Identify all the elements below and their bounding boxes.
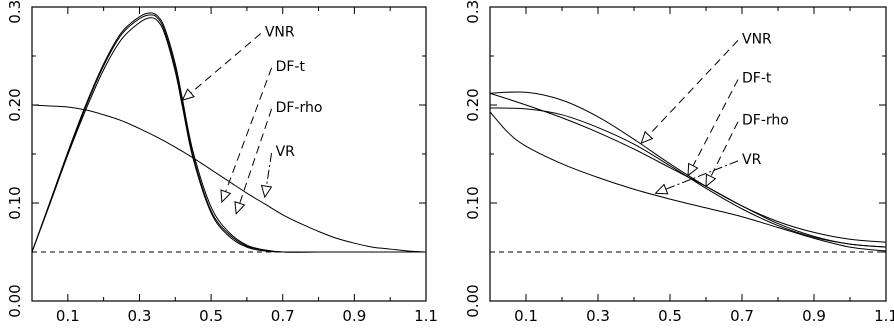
annotation-df-t-leader (692, 79, 739, 167)
annotation-vnr-arrowhead (181, 88, 195, 101)
x-tick-label: 1.1 (414, 307, 438, 325)
annotation-vr-label: VR (276, 144, 296, 160)
x-tick-label: 0.7 (271, 307, 295, 325)
y-tick-label: 0.10 (464, 186, 482, 219)
x-tick-label: 0.5 (658, 307, 682, 325)
y-tick-label: 0.00 (464, 284, 482, 317)
series-df-t-line (31, 12, 426, 253)
x-tick-label: 0.9 (342, 307, 366, 325)
plot-frame (489, 6, 887, 302)
series-df-rho-line (489, 92, 887, 248)
series-vnr-line (31, 14, 426, 253)
x-tick-label: 0.9 (802, 307, 826, 325)
x-tick-label: 0.3 (586, 307, 610, 325)
y-tick-label: 0.10 (6, 186, 24, 219)
annotation-vr-arrowhead (654, 183, 669, 195)
annotation-df-rho-arrowhead (705, 173, 717, 188)
annotation-vr-label: VR (742, 152, 762, 168)
annotation-vr-leader (265, 152, 273, 187)
y-tick-label: 0.20 (464, 88, 482, 121)
series-df-rho-line (31, 17, 426, 253)
annotation-vnr-leader (648, 40, 739, 136)
annotation-df-t-arrowhead (220, 189, 232, 204)
series-vr-line (31, 104, 427, 253)
y-tick-label: 0.20 (6, 88, 24, 121)
annotation-df-rho-leader (239, 108, 273, 204)
x-tick-label: 0.3 (128, 307, 152, 325)
y-tick-label: 0.00 (6, 284, 24, 317)
y-tick-label: 0.30 (464, 0, 482, 24)
annotation-df-t-leader (225, 67, 273, 192)
annotation-df-rho-label: DF-rho (742, 113, 789, 129)
x-tick-label: 0.7 (730, 307, 754, 325)
left-panel: 0.1 0.3 0.5 0.7 0.9 1.1 0.00 0.10 0.20 0.30 VNR DF-… (6, 0, 438, 325)
y-tick-label: 0.30 (6, 0, 24, 24)
annotation-df-t-label: DF-t (742, 71, 772, 87)
x-tick-label: 1.1 (874, 307, 894, 325)
plot-frame (31, 6, 427, 302)
right-panel: 0.1 0.3 0.5 0.7 0.9 1.1 0.00 0.10 0.20 0.30 VNR DF-… (464, 0, 894, 325)
annotation-df-t-label: DF-t (276, 59, 306, 75)
annotation-vr-leader (665, 160, 739, 190)
x-tick-label: 0.1 (514, 307, 538, 325)
annotation-vnr-label: VNR (742, 31, 772, 47)
annotation-df-t-arrowhead (687, 162, 699, 177)
annotation-vr-arrowhead (260, 184, 273, 199)
x-tick-label: 0.1 (56, 307, 80, 325)
annotation-df-rho-arrowhead (234, 201, 246, 215)
series-vr-line (489, 111, 887, 252)
annotation-vnr-arrowhead (640, 130, 654, 145)
annotation-vnr-label: VNR (265, 25, 295, 41)
annotation-vnr-leader (190, 33, 262, 94)
x-tick-label: 0.5 (199, 307, 223, 325)
annotation-df-rho-label: DF-rho (276, 100, 323, 116)
annotation-df-rho-leader (710, 121, 739, 177)
